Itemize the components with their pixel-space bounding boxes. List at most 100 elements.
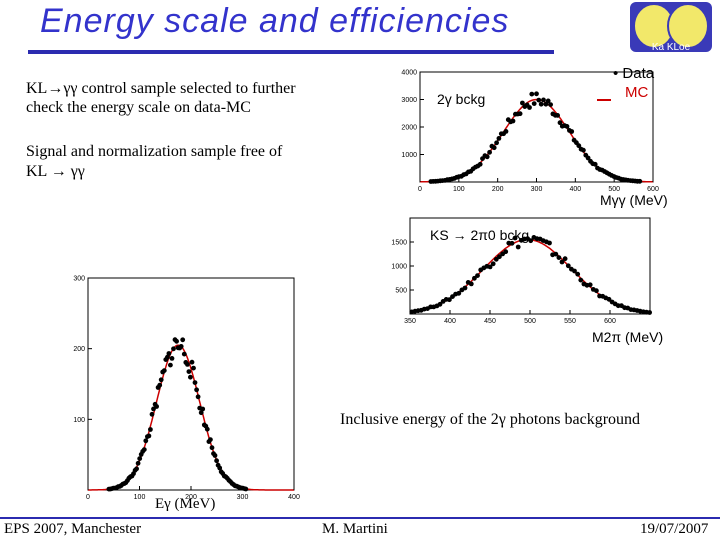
data-point [181,351,187,357]
data-point [171,346,176,352]
data-point [572,268,577,274]
data-point [477,161,483,167]
data-point [562,256,568,262]
data-point [503,129,509,134]
data-point [490,261,496,267]
data-point [192,380,198,385]
data-point [143,438,149,444]
data-point [587,282,593,288]
plot2-xlabel: M2π (MeV) [592,329,663,345]
y-tick-label: 1000 [391,264,407,271]
data-point [214,458,220,464]
data-point [565,263,571,269]
data-point [198,410,204,416]
data-point [536,97,542,103]
data-point [647,310,652,315]
plot-egamma: 0 100 200 300 400 100 200 300 [73,276,300,501]
data-point [569,129,575,134]
data-point [515,244,521,250]
data-point [456,290,462,296]
plot-2gamma-bckg: 0 100 200 300 400 500 600 1000 2000 3000 4000 2γ … [401,65,668,208]
text-kl-line1: KL→γγ control sample selected to further [26,80,296,97]
data-point [529,91,535,97]
data-point [137,456,143,461]
x-tick-label: 400 [288,494,300,500]
data-point [510,118,516,124]
data-point [585,155,591,161]
data-point [509,240,515,246]
data-point [141,447,147,452]
y-tick-label: 1000 [401,152,417,159]
data-point [487,149,492,155]
data-point [166,351,172,356]
data-point [447,297,452,303]
plot1-legend-mc: MC [625,84,648,101]
data-point [553,251,559,257]
data-point [512,235,518,241]
data-point [527,105,532,110]
data-point [195,394,201,400]
data-point [243,486,249,492]
plots-caption: Inclusive energy of the 2γ photons backg… [340,411,641,428]
data-point [191,365,196,371]
data-point [503,249,509,255]
plot2-annotation: KS → 2π0 bckg [430,227,529,243]
footer-center: M. Martini [322,521,388,537]
data-point [158,377,164,383]
data-point [581,147,586,153]
data-point [194,387,200,393]
data-point [157,382,163,388]
x-tick-label: 550 [564,318,576,325]
x-tick-label: 400 [569,186,581,193]
x-tick-label: 300 [531,186,543,193]
plot1-frame [419,71,654,183]
data-point [468,281,474,287]
data-point [592,161,598,167]
data-point [637,178,643,184]
data-point [148,427,153,432]
data-point [188,374,193,380]
data-point [548,102,553,107]
data-point [154,404,159,409]
data-point [547,240,552,246]
data-point [209,445,215,451]
data-point [204,426,210,432]
data-point [161,368,167,373]
data-point [487,264,493,270]
data-point [534,91,539,97]
data-point [168,362,173,368]
data-point [494,140,499,146]
mc-curve [420,98,653,183]
data-point [149,411,155,417]
y-tick-label: 300 [73,276,85,283]
x-tick-label: 0 [418,186,422,193]
x-tick-label: 600 [604,318,616,325]
y-tick-label: 2000 [401,125,417,132]
data-point [189,359,195,365]
x-tick-label: 500 [524,318,536,325]
plot1-xlabel: Mγγ (MeV) [600,192,668,208]
x-tick-label: 100 [453,186,465,193]
data-point [491,145,497,151]
x-tick-label: 200 [492,186,504,193]
y-tick-label: 4000 [401,70,417,77]
data-point [169,356,175,361]
data-point [208,437,213,442]
data-point [472,275,477,281]
plot-ks-2pi0-bckg: 350 400 450 500 550 600 500 1000 1500 KS → 2π0 … [391,217,663,345]
data-point [484,154,490,160]
data-point [557,120,563,126]
title-underline [28,50,554,54]
data-point [186,369,192,374]
plot1-annotation: 2γ bckg [437,91,485,107]
data-point [180,337,186,343]
x-tick-label: 0 [86,494,90,500]
data-point [462,285,468,291]
data-point [437,301,443,307]
data-point [217,465,223,471]
text-signal-line2: KL → γγ [26,163,85,180]
y-tick-label: 1500 [391,240,407,247]
data-point [555,113,560,118]
y-tick-label: 100 [73,417,85,424]
x-tick-label: 400 [444,318,456,325]
